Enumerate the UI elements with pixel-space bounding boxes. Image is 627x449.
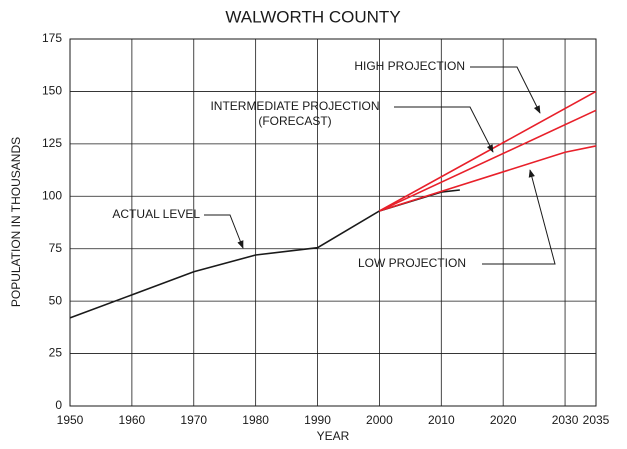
chart-title: WALWORTH COUNTY	[225, 7, 400, 26]
y-tick-label: 175	[42, 31, 62, 45]
x-axis-label: YEAR	[317, 429, 350, 443]
y-tick-label: 150	[42, 84, 62, 98]
plot-frame	[69, 38, 597, 407]
x-tick-label: 1960	[119, 413, 146, 427]
x-tick-label: 1990	[304, 413, 331, 427]
x-tick-label: 1970	[180, 413, 207, 427]
y-axis-label: POPULATION IN THOUSANDS	[9, 137, 23, 307]
x-tick-label: 2035	[583, 413, 610, 427]
series-line	[379, 90, 597, 212]
annotation: INTERMEDIATE PROJECTION	[210, 99, 379, 113]
x-tick-label: 2000	[366, 413, 393, 427]
y-tick-label: 50	[49, 293, 63, 307]
annotation-arrow	[394, 106, 494, 153]
y-tick-label: 125	[42, 136, 62, 150]
annotation: ACTUAL LEVEL	[112, 207, 200, 221]
annotation-arrow	[204, 214, 244, 249]
x-tick-label: 1980	[242, 413, 269, 427]
annotation-arrow	[470, 66, 541, 114]
annotation: HIGH PROJECTION	[354, 59, 465, 73]
plot-area: 0 25 50 75 100 125 150 175 1950 1960 1970 1980 1990 2…	[42, 31, 610, 427]
x-tick-label: 1950	[57, 413, 84, 427]
y-tick-label: 75	[49, 241, 63, 255]
annotation-arrow	[482, 169, 556, 265]
annotation: LOW PROJECTION	[358, 256, 466, 270]
x-tick-label: 2010	[428, 413, 455, 427]
annotation: (FORECAST)	[258, 114, 331, 128]
y-tick-label: 100	[42, 188, 62, 202]
y-tick-label: 25	[49, 346, 63, 360]
series-line	[379, 109, 597, 212]
x-tick-label: 2030	[552, 413, 579, 427]
y-tick-label: 0	[55, 398, 62, 412]
series-line	[379, 145, 597, 212]
x-tick-label: 2020	[490, 413, 517, 427]
